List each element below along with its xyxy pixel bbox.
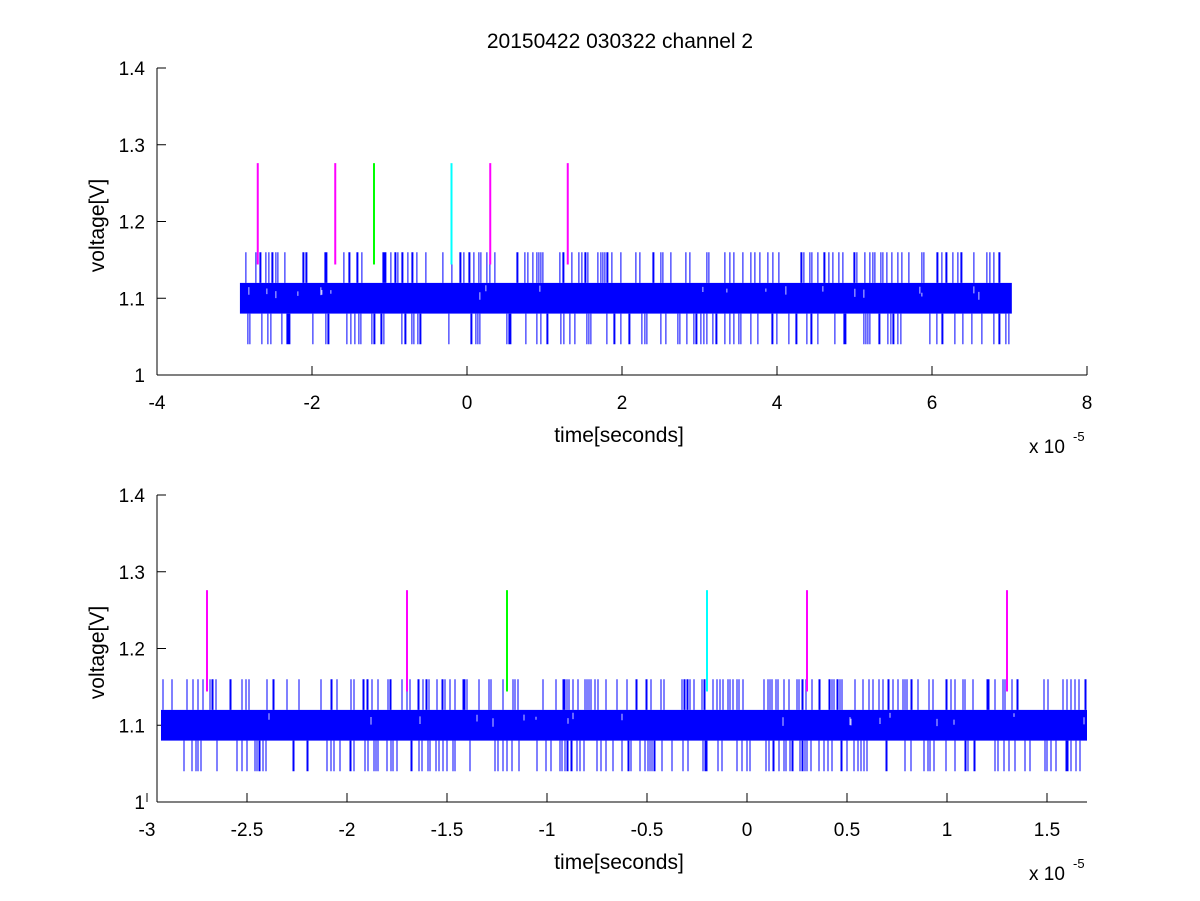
signal-baseline-band (239, 282, 1012, 314)
x-tick-label: -2 (304, 393, 321, 414)
x-tick-label: 0.5 (834, 820, 860, 841)
x-axis-label: time[seconds] (554, 424, 684, 447)
x-tick-label: 8 (1082, 393, 1093, 414)
x-tick-label: -1 (539, 820, 556, 841)
x-tick-label: -1.5 (431, 820, 464, 841)
x-multiplier-exponent: -5 (1073, 429, 1085, 444)
bottom-subplot: 1 1.1 1.2 1.3 1.4 -3 -2.5 -2 -1.5 -1 -0.5 0 0.5 1 1.5 t… (86, 486, 1087, 885)
y-tick-label: 1.2 (119, 640, 145, 661)
x-axis-label: time[seconds] (554, 851, 684, 874)
signal-spikes (162, 679, 1087, 772)
signal-series (161, 679, 1087, 772)
x-tick-label: -2.5 (231, 820, 264, 841)
y-tick-label: 1.3 (119, 136, 145, 157)
y-tick-label: 1.1 (119, 289, 145, 310)
y-axis-label: voltage[V] (86, 179, 109, 272)
x-tick-label: 1 (942, 820, 953, 841)
y-tick-label: 1 (134, 793, 145, 814)
x-multiplier-exponent: -5 (1073, 856, 1085, 871)
chart-title: 20150422 030322 channel 2 (487, 30, 753, 53)
x-tick-label: 0 (462, 393, 473, 414)
x-tick-label: -2 (339, 820, 356, 841)
x-tick-label: -0.5 (631, 820, 664, 841)
y-tick-label: 1.3 (119, 563, 145, 584)
x-tick-label: 2 (617, 393, 628, 414)
signal-baseline-band (161, 709, 1087, 741)
x-tick-label: 0 (742, 820, 753, 841)
top-subplot: 1 1.1 1.2 1.3 1.4 -4 -2 0 2 4 6 8 time[seconds] volta… (86, 59, 1092, 458)
x-tick-label: 4 (772, 393, 783, 414)
y-tick-label: 1 (134, 366, 145, 387)
y-tick-label: 1.4 (119, 486, 146, 507)
signal-spikes (245, 252, 1010, 345)
x-tick-label: -4 (149, 393, 166, 414)
x-multiplier-label: x 10 (1029, 437, 1065, 458)
signal-band-texture (248, 285, 980, 300)
signal-band-texture (268, 712, 1085, 727)
y-tick-label: 1.4 (119, 59, 146, 80)
signal-series (239, 252, 1012, 345)
y-tick-label: 1.1 (119, 716, 145, 737)
x-tick-label: -3 (139, 820, 156, 841)
x-tick-label: 6 (927, 393, 938, 414)
y-axis-label: voltage[V] (86, 606, 109, 699)
x-tick-label: 1.5 (1034, 820, 1060, 841)
x-multiplier-label: x 10 (1029, 864, 1065, 885)
y-tick-label: 1.2 (119, 213, 145, 234)
